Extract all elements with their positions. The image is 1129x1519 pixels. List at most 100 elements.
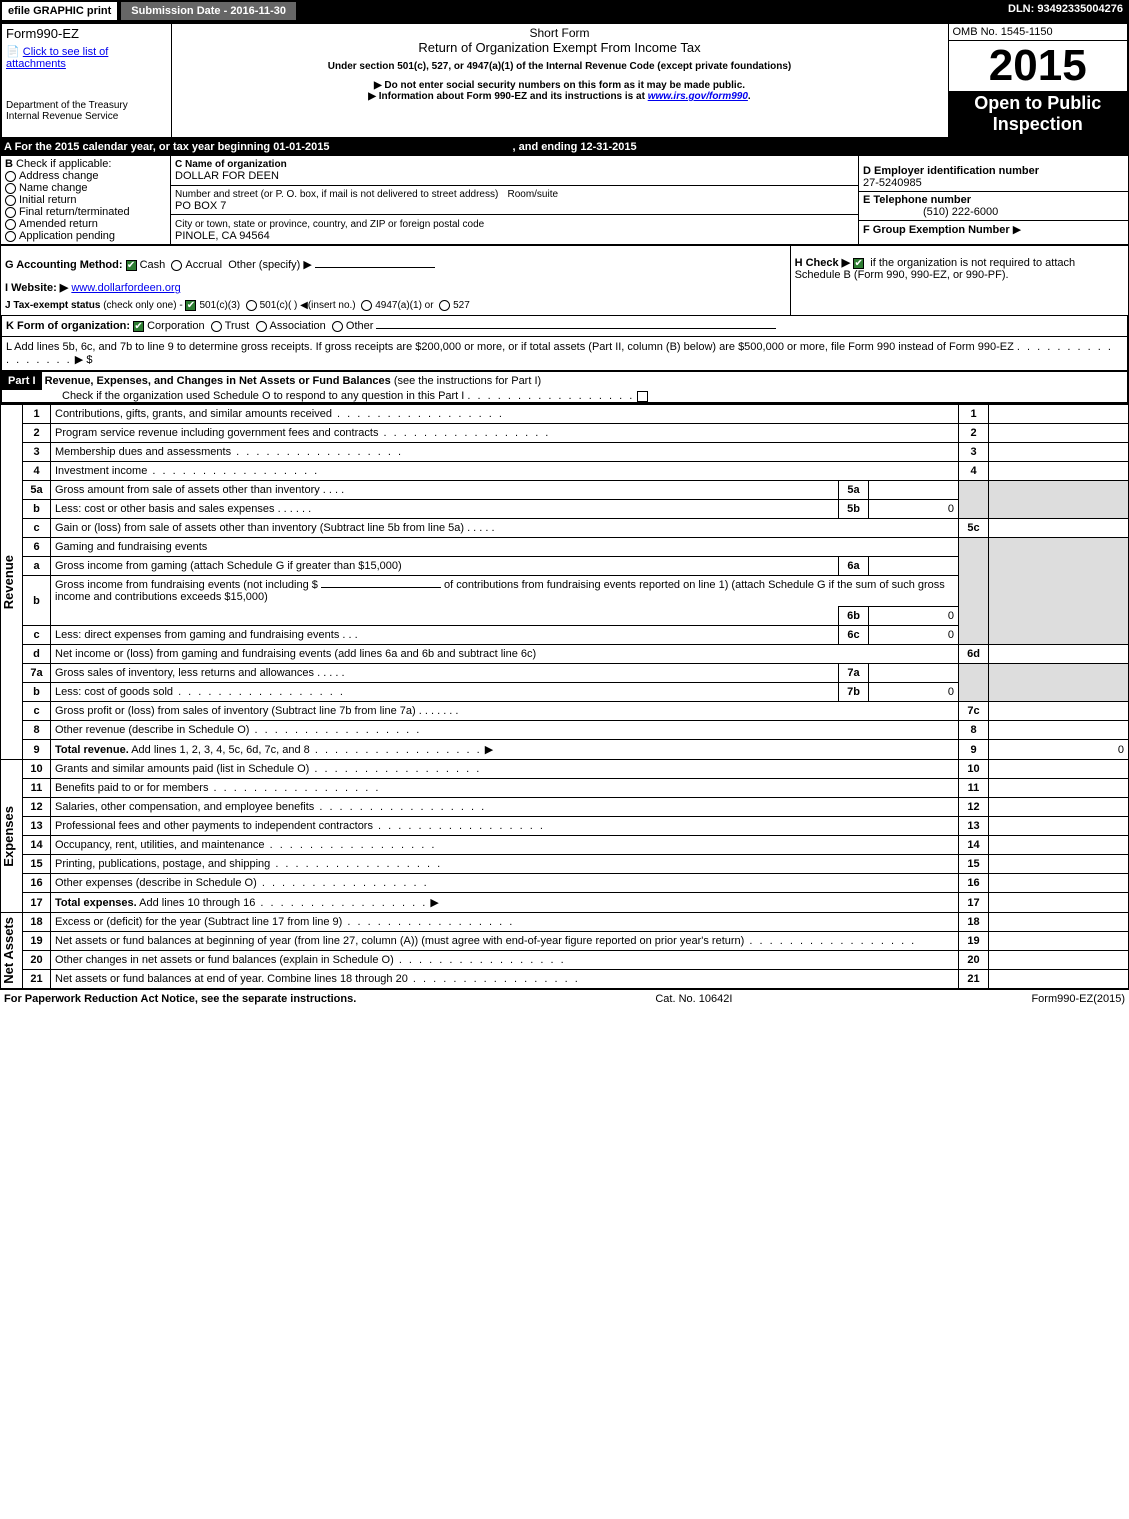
amended-return-radio[interactable] (5, 219, 16, 230)
line-7b-desc: Less: cost of goods sold (55, 686, 173, 698)
line-6c-no: c (23, 626, 51, 645)
h-checkbox[interactable]: ✔ (853, 258, 864, 269)
line-6a-subval[interactable] (869, 557, 959, 576)
accrual-radio[interactable] (171, 260, 182, 271)
line-19-val[interactable] (989, 932, 1129, 951)
table-row: c Gross profit or (loss) from sales of i… (1, 702, 1129, 721)
address-change-radio[interactable] (5, 171, 16, 182)
l-arrow: ▶ $ (75, 354, 93, 366)
line-13-val[interactable] (989, 817, 1129, 836)
line-7c-val[interactable] (989, 702, 1129, 721)
final-return-radio[interactable] (5, 207, 16, 218)
line-7a-subval[interactable] (869, 664, 959, 683)
b-final: Final return/terminated (19, 206, 130, 218)
attachments-link[interactable]: 📄 Click to see list of attachments (6, 45, 167, 70)
line-9-val[interactable]: 0 (989, 740, 1129, 760)
line-7b-subno: 7b (839, 683, 869, 702)
form-no-footer: Form990-EZ(2015) (1031, 993, 1125, 1005)
application-pending-radio[interactable] (5, 231, 16, 242)
k-corp-checkbox[interactable]: ✔ (133, 321, 144, 332)
revenue-section-label: Revenue (1, 555, 16, 609)
line-a-ending: , and ending 12-31-2015 (513, 141, 637, 153)
g-other-input[interactable] (315, 267, 435, 268)
line-7b-subval[interactable]: 0 (869, 683, 959, 702)
d-label: D Employer identification number (863, 165, 1039, 177)
under-section: Under section 501(c), 527, or 4947(a)(1)… (176, 61, 944, 72)
table-row: d Net income or (loss) from gaming and f… (1, 645, 1129, 664)
line-14-val[interactable] (989, 836, 1129, 855)
b-label: B (5, 158, 13, 170)
j-501c-radio[interactable] (246, 300, 257, 311)
line-9-desc2: Add lines 1, 2, 3, 4, 5c, 6d, 7c, and 8 (131, 744, 310, 756)
j-501c3-checkbox[interactable]: ✔ (185, 300, 196, 311)
line-12-val[interactable] (989, 798, 1129, 817)
irs-link[interactable]: www.irs.gov/form990 (648, 91, 748, 102)
table-row: 17 Total expenses. Add lines 10 through … (1, 893, 1129, 913)
line-5a-subval[interactable] (869, 481, 959, 500)
line-11-no: 11 (23, 779, 51, 798)
table-row: Revenue 1 Contributions, gifts, grants, … (1, 405, 1129, 424)
cat-no: Cat. No. 10642I (655, 993, 732, 1005)
name-change-radio[interactable] (5, 183, 16, 194)
line-20-no: 20 (23, 951, 51, 970)
street-value: PO BOX 7 (175, 200, 226, 212)
k-corp: Corporation (147, 320, 204, 332)
attachments-link-text[interactable]: Click to see list of attachments (6, 46, 108, 70)
line-4-val[interactable] (989, 462, 1129, 481)
k-assoc-radio[interactable] (256, 321, 267, 332)
line-17-val[interactable] (989, 893, 1129, 913)
line-16-rno: 16 (959, 874, 989, 893)
line-21-val[interactable] (989, 970, 1129, 989)
line-6c-subval[interactable]: 0 (869, 626, 959, 645)
line-16-val[interactable] (989, 874, 1129, 893)
line-10-val[interactable] (989, 760, 1129, 779)
line-18-val[interactable] (989, 913, 1129, 932)
initial-return-radio[interactable] (5, 195, 16, 206)
open-public-text: Open to Public (974, 93, 1101, 113)
k-other-input[interactable] (376, 328, 776, 329)
line-3-val[interactable] (989, 443, 1129, 462)
line-13-rno: 13 (959, 817, 989, 836)
line-15-val[interactable] (989, 855, 1129, 874)
table-row: 7a Gross sales of inventory, less return… (1, 664, 1129, 683)
line-20-val[interactable] (989, 951, 1129, 970)
line-1-val[interactable] (989, 405, 1129, 424)
website-link[interactable]: www.dollarfordeen.org (71, 282, 180, 294)
k-trust: Trust (225, 320, 250, 332)
line-6b-desc-pre: Gross income from fundraising events (no… (55, 579, 318, 591)
line-4-no: 4 (23, 462, 51, 481)
line-5a-subno: 5a (839, 481, 869, 500)
line-5c-val[interactable] (989, 519, 1129, 538)
g-l-block: G Accounting Method: ✔Cash Accrual Other… (0, 245, 1129, 316)
line-1-rno: 1 (959, 405, 989, 424)
table-row: 3 Membership dues and assessments 3 (1, 443, 1129, 462)
line-2-val[interactable] (989, 424, 1129, 443)
line-4-rno: 4 (959, 462, 989, 481)
g-cash: Cash (140, 259, 166, 271)
cash-checkbox[interactable]: ✔ (126, 260, 137, 271)
k-other-radio[interactable] (332, 321, 343, 332)
tax-year: 2015 (949, 41, 1128, 91)
line-6b-amount-input[interactable] (321, 587, 441, 588)
line-11-val[interactable] (989, 779, 1129, 798)
g-other: Other (specify) ▶ (228, 259, 312, 271)
j-4947-radio[interactable] (361, 300, 372, 311)
k-trust-radio[interactable] (211, 321, 222, 332)
line-6b-subval[interactable]: 0 (869, 607, 959, 626)
line-21-no: 21 (23, 970, 51, 989)
line-6-desc: Gaming and fundraising events (55, 541, 207, 553)
line-21-rno: 21 (959, 970, 989, 989)
line-8-rno: 8 (959, 721, 989, 740)
k-assoc: Association (270, 320, 326, 332)
dept-treasury: Department of the Treasury (6, 100, 167, 111)
no-ssn-warning: Do not enter social security numbers on … (176, 80, 944, 91)
line-5b-subval[interactable]: 0 (869, 500, 959, 519)
part1-schedule-o-checkbox[interactable] (637, 391, 648, 402)
table-row: 15 Printing, publications, postage, and … (1, 855, 1129, 874)
line-20-rno: 20 (959, 951, 989, 970)
line-8-val[interactable] (989, 721, 1129, 740)
form-number: Form990-EZ (6, 26, 167, 41)
c-name-label: C Name of organization (175, 159, 287, 170)
line-6d-val[interactable] (989, 645, 1129, 664)
j-527-radio[interactable] (439, 300, 450, 311)
